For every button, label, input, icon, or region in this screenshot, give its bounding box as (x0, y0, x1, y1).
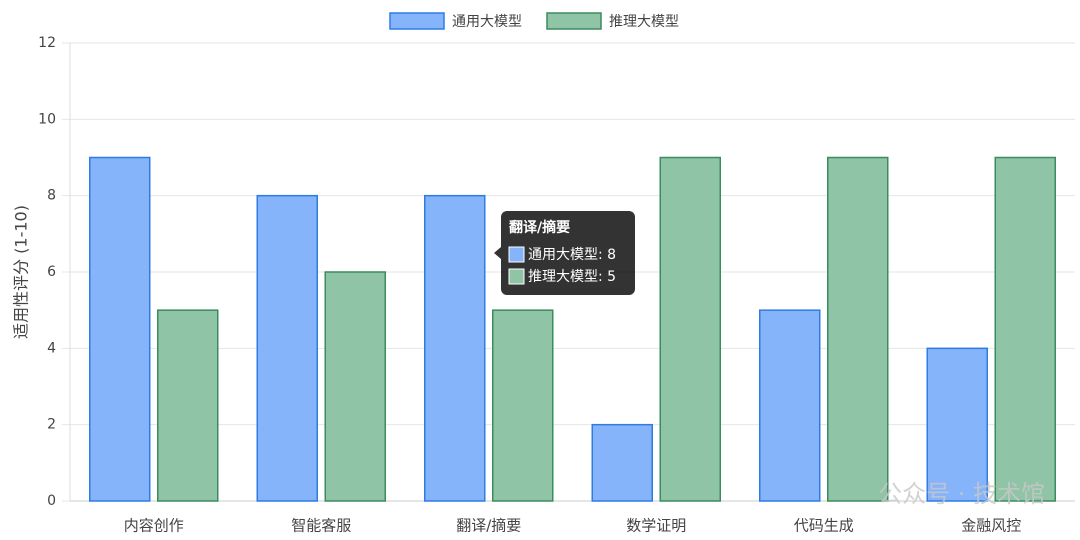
bar (324, 271, 386, 502)
x-tick-label: 内容创作 (124, 517, 184, 535)
tooltip-line: 推理大模型: 5 (528, 269, 616, 285)
tooltip-line: 通用大模型: 8 (528, 247, 616, 263)
x-tick-label: 翻译/摘要 (456, 517, 521, 535)
y-tick-label: 0 (47, 493, 56, 509)
legend-item: 推理大模型 (546, 12, 679, 30)
legend-swatch (546, 12, 602, 30)
legend-item: 通用大模型 (389, 12, 522, 30)
tooltip-swatch (508, 246, 525, 263)
x-tick-label: 代码生成 (794, 517, 854, 535)
x-tick-label: 数学证明 (626, 517, 686, 535)
y-tick-label: 6 (47, 264, 56, 280)
tooltip-caret (494, 247, 501, 259)
y-tick-label: 4 (47, 340, 56, 356)
y-tick-label: 2 (47, 417, 56, 433)
bar (157, 309, 219, 502)
legend-swatch (389, 12, 445, 30)
bar (492, 309, 554, 502)
bar (926, 347, 988, 502)
bar (659, 156, 721, 502)
y-tick-label: 8 (47, 188, 56, 204)
x-tick-label: 智能客服 (291, 517, 351, 535)
legend-label: 推理大模型 (609, 14, 679, 30)
bar (591, 423, 653, 502)
tooltip-title: 翻译/摘要 (509, 219, 570, 236)
tooltip-swatch (508, 268, 525, 285)
legend-label: 通用大模型 (452, 14, 522, 30)
bar (994, 156, 1056, 502)
bar (89, 156, 151, 502)
y-tick-label: 12 (38, 35, 56, 51)
y-axis-title: 适用性评分 (1-10) (12, 205, 31, 339)
x-tick-label: 金融风控 (961, 517, 1021, 535)
y-tick-label: 10 (38, 111, 56, 127)
bar (424, 194, 486, 502)
bar (827, 156, 889, 502)
bar (759, 309, 821, 502)
bar (256, 194, 318, 502)
tooltip-box (501, 211, 635, 295)
watermark: 公众号 · 技术馆 (878, 480, 1045, 508)
